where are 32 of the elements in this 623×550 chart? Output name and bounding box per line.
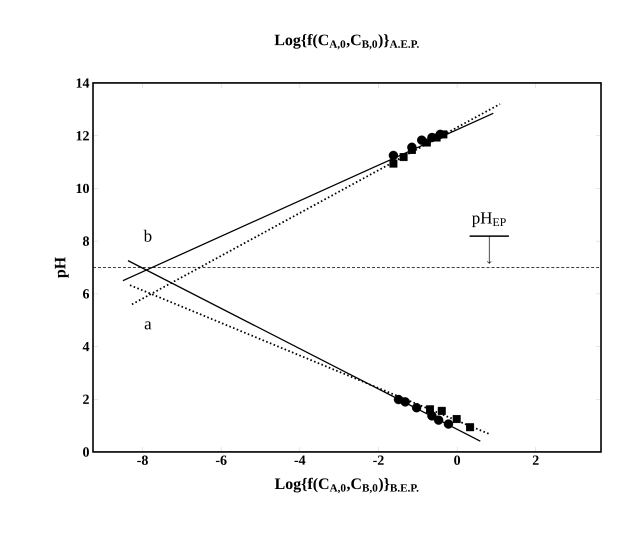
y-tick-label: 8 — [82, 236, 90, 246]
point — [412, 403, 422, 412]
point — [400, 397, 410, 407]
x-tick-label: -4 — [294, 455, 306, 465]
x-tick-label: -2 — [373, 456, 384, 465]
x2-axis-title: Log{f(C$_{A,0}$,C$_{B,0}$)}$_{A.E.P.}$ — [274, 34, 419, 50]
x-tick-label: 0 — [454, 456, 460, 465]
point — [438, 406, 446, 415]
point — [400, 153, 408, 162]
annotation: a — [144, 321, 152, 330]
x-axis-title: Log{f(C$_{A,0}$,C$_{B,0}$)}$_{B.E.P.}$ — [274, 478, 418, 494]
y-tick-label: 4 — [82, 342, 90, 352]
ref-line-label: pH$_{EP}$ — [472, 212, 506, 228]
y-tick-label: 0 — [83, 447, 89, 457]
point — [422, 138, 431, 147]
y-tick-label: 14 — [76, 78, 90, 88]
y-tick-label: 10 — [76, 184, 89, 194]
x-tick-label: -8 — [137, 456, 148, 465]
point — [466, 423, 474, 432]
annotation: b — [144, 230, 152, 242]
y-tick-label: 2 — [83, 394, 89, 404]
point — [388, 150, 398, 160]
point — [444, 419, 454, 429]
x-tick-label: -6 — [216, 456, 227, 465]
point — [389, 160, 398, 168]
x-tick-label: 2 — [532, 456, 539, 465]
point — [434, 415, 444, 425]
point — [426, 405, 434, 414]
y-tick-label: 12 — [76, 131, 89, 140]
y-tick-label: 6 — [83, 289, 90, 299]
y-axis-title: pH — [54, 257, 69, 278]
point — [452, 415, 461, 424]
